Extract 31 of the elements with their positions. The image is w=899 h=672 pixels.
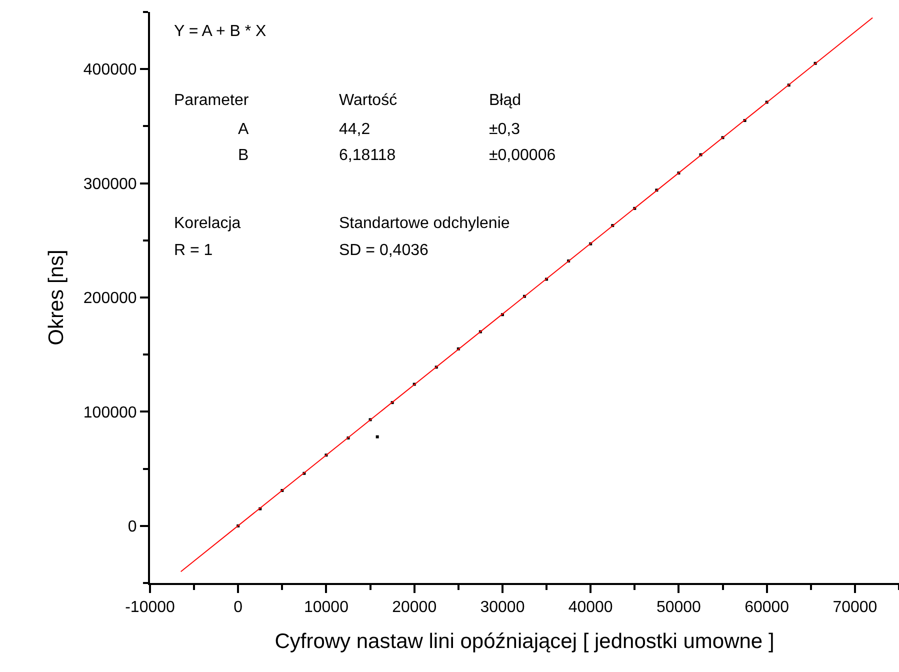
y-tick-label: 400000: [83, 62, 137, 79]
annotation: 6,18118: [339, 147, 396, 164]
x-axis-title: Cyfrowy nastaw lini opóźniającej [ jednostki umowne ]: [274, 630, 774, 653]
x-tick-label: 10000: [304, 599, 349, 616]
x-tick-label: 0: [234, 599, 243, 616]
y-axis-title: Okres [ns]: [45, 250, 68, 346]
annotation: Parameter: [174, 92, 250, 109]
annotation: Błąd: [489, 92, 522, 109]
x-tick-label: 30000: [480, 599, 525, 616]
annotation: A: [238, 121, 249, 138]
annotation: ±0,3: [489, 121, 520, 138]
annotation: Standartowe odchylenie: [339, 215, 510, 232]
y-tick-label: 0: [128, 518, 137, 536]
annotation: Korelacja: [174, 215, 241, 232]
x-tick-label: 50000: [656, 599, 702, 616]
annotation: R = 1: [174, 242, 213, 259]
x-tick-label: 60000: [744, 599, 790, 616]
x-tick-label: 20000: [392, 599, 437, 616]
annotation: SD = 0,4036: [339, 242, 428, 259]
y-tick-label: 200000: [83, 290, 137, 308]
x-tick-label: -10000: [125, 599, 176, 616]
x-tick-label: 40000: [568, 599, 613, 616]
y-tick-label: 300000: [83, 176, 137, 193]
y-tick-label: 100000: [83, 404, 137, 422]
x-tick-label: 70000: [832, 599, 878, 616]
annotation: ±0,00006: [489, 147, 556, 164]
point: [376, 435, 379, 438]
annotation: 44,2: [339, 121, 370, 138]
annotation: Y = A + B * X: [174, 23, 267, 40]
annotation: B: [238, 147, 249, 164]
annotation: Wartość: [339, 92, 398, 109]
